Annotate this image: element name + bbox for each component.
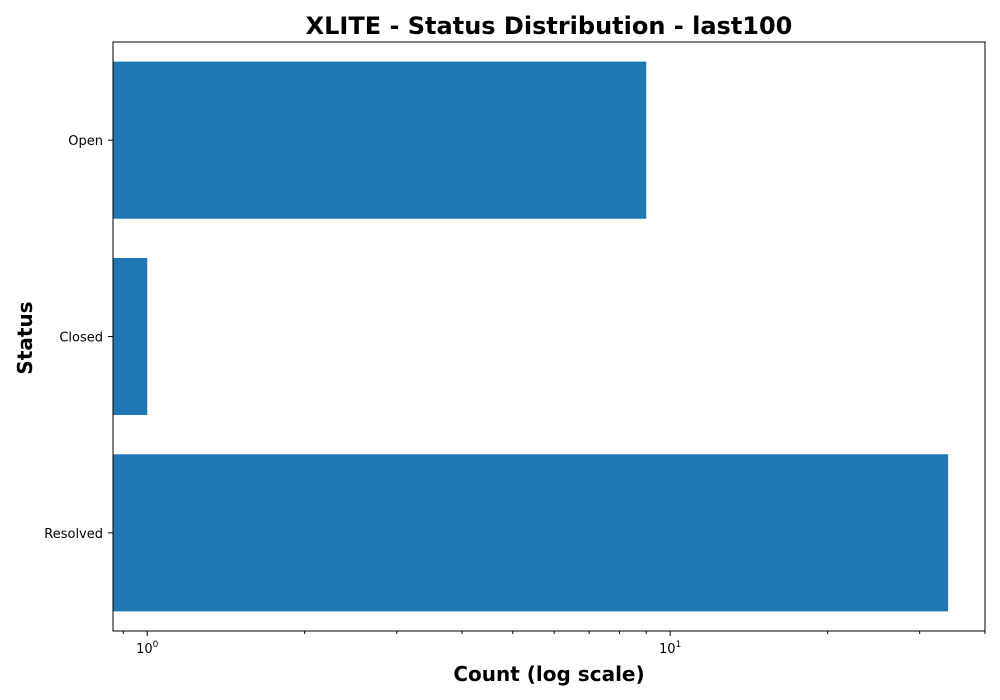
bar-open [113, 61, 647, 219]
y-axis: Open Closed Resolved [44, 134, 113, 542]
x-axis: 100 101 [122, 631, 986, 657]
chart-title: XLITE - Status Distribution - last100 [306, 12, 793, 40]
x-tick-label: 100 [136, 640, 159, 657]
x-tick-label: 101 [659, 640, 681, 657]
bars-group [113, 61, 949, 612]
bar-resolved [113, 454, 949, 612]
y-axis-label: Status [13, 301, 37, 374]
bar-closed [113, 257, 148, 416]
y-tick-label-closed: Closed [59, 331, 103, 346]
y-tick-label-resolved: Resolved [44, 527, 103, 542]
y-tick-label-open: Open [68, 134, 103, 149]
x-axis-label: Count (log scale) [453, 662, 644, 686]
